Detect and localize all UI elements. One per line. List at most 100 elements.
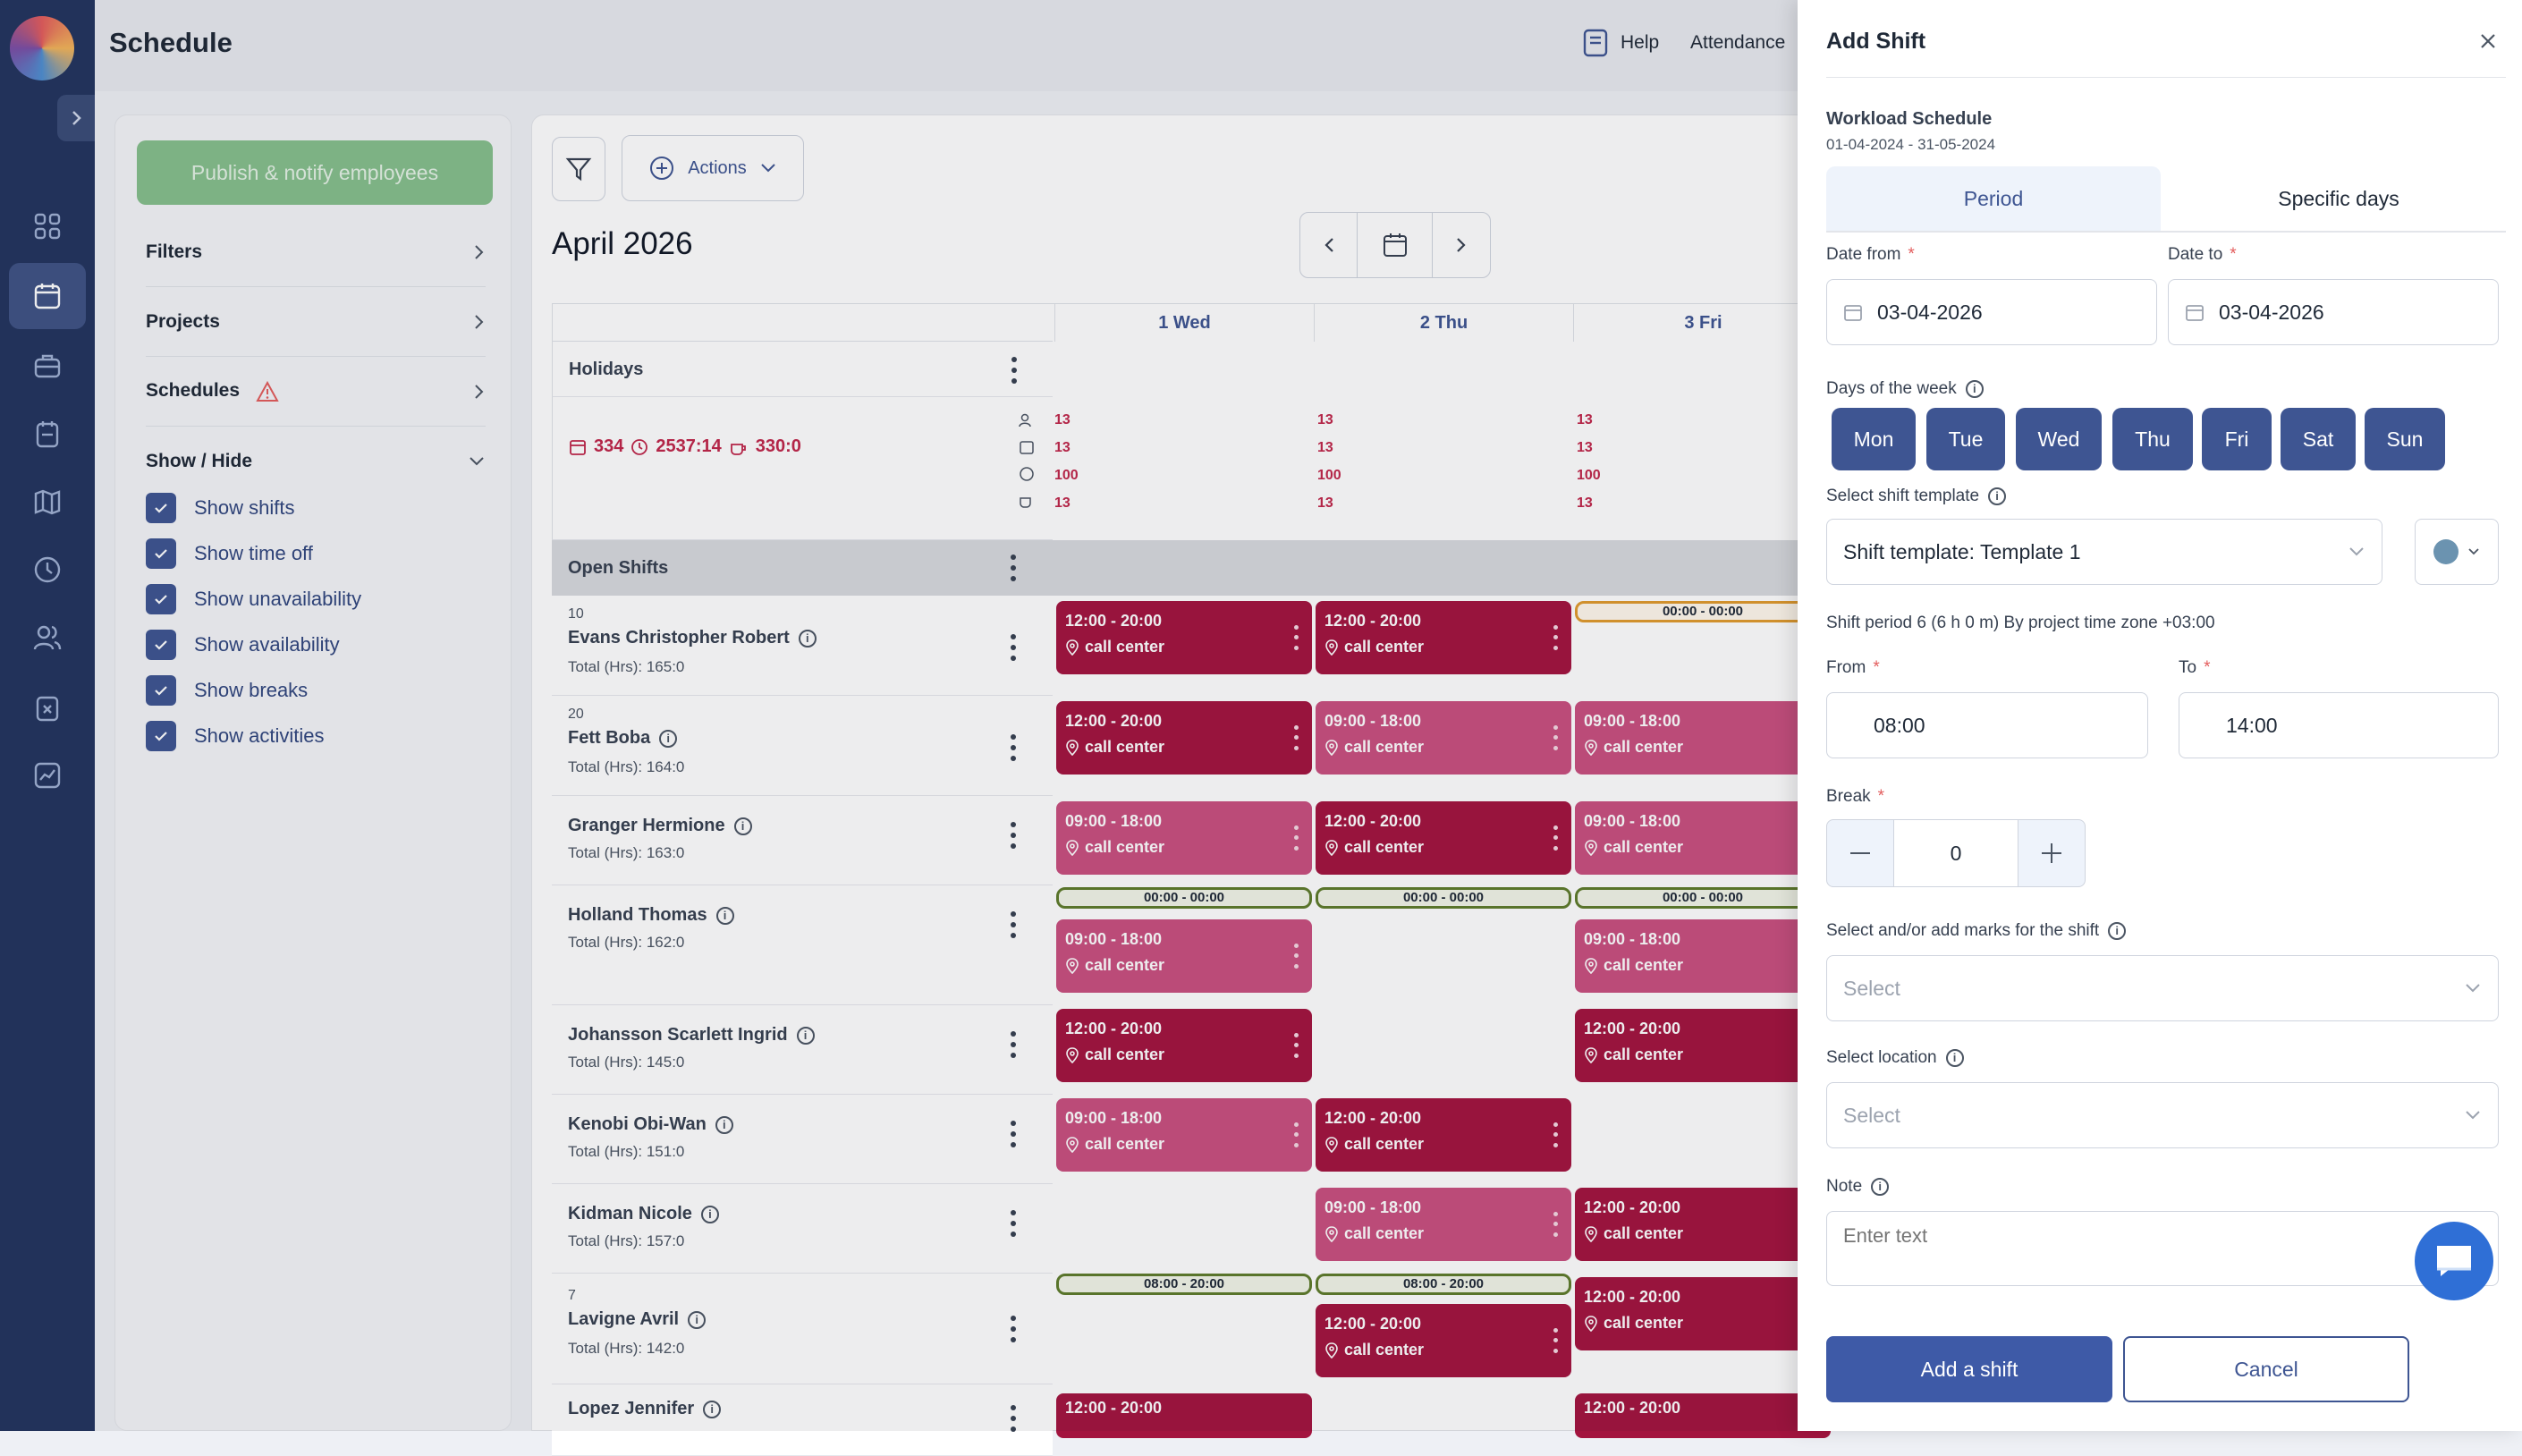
day-toggle-wed[interactable]: Wed [2016,408,2102,470]
date-to-input[interactable]: 03-04-2026 [2168,279,2499,345]
help-link[interactable]: Help [1583,29,1659,57]
nav-schedule[interactable] [9,263,86,329]
filters-section[interactable]: Filters [146,217,486,287]
show-breaks-checkbox[interactable]: Show breaks [146,675,308,706]
employee-row[interactable]: Holland Thomas i Total (Hrs): 162:0 [552,885,1053,1005]
shift-block[interactable]: 09:00 - 18:00 call center [1056,1098,1312,1172]
publish-button[interactable]: Publish & notify employees [137,140,493,205]
row-menu-button[interactable] [1005,354,1023,386]
shift-block[interactable]: 12:00 - 20:00 call center [1316,1304,1571,1377]
marks-select[interactable]: Select [1826,955,2499,1021]
nav-tasks[interactable] [9,401,86,467]
employee-row[interactable]: 7 Lavigne Avril i Total (Hrs): 142:0 [552,1274,1053,1384]
shift-block[interactable]: 09:00 - 18:00 call center [1575,919,1831,993]
row-menu-button[interactable] [1004,552,1022,584]
shift-block[interactable]: 09:00 - 18:00 call center [1575,701,1831,775]
day-toggle-tue[interactable]: Tue [1926,408,2005,470]
shift-template-select[interactable]: Shift template: Template 1 [1826,519,2382,585]
shift-block[interactable]: 09:00 - 18:00 call center [1316,701,1571,775]
calendar-picker-button[interactable] [1357,212,1434,278]
cancel-button[interactable]: Cancel [2123,1336,2409,1402]
shift-block[interactable]: 12:00 - 20:00 call center [1056,1009,1312,1082]
nav-absences[interactable] [9,674,86,741]
time-from-input[interactable]: 08:00 [1826,692,2148,758]
time-marker[interactable]: 08:00 - 20:00 [1316,1274,1571,1295]
chat-widget-button[interactable] [2415,1222,2493,1300]
day-header[interactable]: 2 Thu [1314,304,1573,342]
show-time-off-checkbox[interactable]: Show time off [146,538,313,569]
row-menu-button[interactable] [1004,1402,1022,1435]
close-icon[interactable] [2474,27,2502,55]
day-toggle-fri[interactable]: Fri [2202,408,2272,470]
shift-block[interactable]: 09:00 - 18:00 call center [1056,919,1312,993]
tab-specific-days[interactable]: Specific days [2278,186,2399,210]
projects-section[interactable]: Projects [146,287,486,357]
employee-row[interactable]: Granger Hermione i Total (Hrs): 163:0 [552,796,1053,885]
break-decrement-button[interactable] [1826,819,1894,887]
template-color-picker[interactable] [2415,519,2499,585]
clock-icon [1020,467,1034,481]
time-marker[interactable]: 00:00 - 00:00 [1056,887,1312,909]
time-marker[interactable]: 00:00 - 00:00 [1316,887,1571,909]
shift-block[interactable]: 12:00 - 20:00 call center [1316,1098,1571,1172]
day-toggle-sat[interactable]: Sat [2281,408,2356,470]
break-input[interactable]: 0 [1893,819,2018,887]
row-menu-button[interactable] [1004,1118,1022,1150]
next-period-button[interactable] [1432,212,1491,278]
row-menu-button[interactable] [1004,819,1022,851]
shift-block[interactable]: 09:00 - 18:00 call center [1316,1188,1571,1261]
time-marker[interactable]: 08:00 - 20:00 [1056,1274,1312,1295]
day-toggle-mon[interactable]: Mon [1832,408,1916,470]
filter-toggle-button[interactable] [552,137,605,201]
shift-block[interactable]: 12:00 - 20:00 call center [1316,601,1571,674]
nav-reports[interactable] [9,742,86,808]
time-marker[interactable]: 00:00 - 00:00 [1575,887,1831,909]
day-header[interactable]: 1 Wed [1054,304,1314,342]
expand-rail-button[interactable] [57,95,95,141]
shift-block[interactable]: 12:00 - 20:00 call center [1056,601,1312,674]
day-header[interactable]: 3 Fri [1573,304,1832,342]
nav-employees[interactable] [9,605,86,671]
show-activities-checkbox[interactable]: Show activities [146,721,325,751]
date-from-input[interactable]: 03-04-2026 [1826,279,2157,345]
show-shifts-checkbox[interactable]: Show shifts [146,493,295,523]
time-to-input[interactable]: 14:00 [2179,692,2499,758]
row-menu-button[interactable] [1004,732,1022,764]
employee-row[interactable]: Johansson Scarlett Ingrid i Total (Hrs): 1… [552,1005,1053,1095]
shift-block[interactable]: 12:00 - 20:00 call center [1575,1188,1831,1261]
location-select[interactable]: Select [1826,1082,2499,1148]
row-menu-button[interactable] [1004,1029,1022,1061]
app-logo[interactable] [10,16,74,80]
nav-map[interactable] [9,469,86,535]
row-menu-button[interactable] [1004,909,1022,941]
shift-block[interactable]: 12:00 - 20:00 call center [1316,801,1571,875]
modal-backdrop[interactable] [0,0,1798,1431]
day-toggle-thu[interactable]: Thu [2112,408,2193,470]
shift-block[interactable]: 09:00 - 18:00 call center [1575,801,1831,875]
add-shift-button[interactable]: Add a shift [1826,1336,2112,1402]
row-menu-button[interactable] [1004,1207,1022,1240]
shift-block[interactable]: 12:00 - 20:00 call center [1056,701,1312,775]
row-menu-button[interactable] [1004,631,1022,664]
nav-dashboard[interactable] [9,193,86,259]
nav-time[interactable] [9,537,86,603]
show-hide-section[interactable]: Show / Hide [146,427,486,496]
nav-projects[interactable] [9,333,86,399]
employee-row[interactable]: 20 Fett Boba i Total (Hrs): 164:0 [552,696,1053,796]
shift-block[interactable]: 12:00 - 20:00 call center [1575,1009,1831,1082]
shift-block[interactable]: 09:00 - 18:00 call center [1056,801,1312,875]
tab-period[interactable]: Period [1826,166,2161,231]
show-availability-checkbox[interactable]: Show availability [146,630,340,660]
attendance-link[interactable]: Attendance [1690,32,1786,53]
employee-row[interactable]: Kenobi Obi-Wan i Total (Hrs): 151:0 [552,1095,1053,1184]
employee-row[interactable]: 10 Evans Christopher Robert i Total (Hrs): … [552,596,1053,696]
schedules-section[interactable]: Schedules [146,357,486,427]
row-menu-button[interactable] [1004,1313,1022,1345]
day-toggle-sun[interactable]: Sun [2365,408,2445,470]
employee-row[interactable]: Kidman Nicole i Total (Hrs): 157:0 [552,1184,1053,1274]
actions-dropdown[interactable]: Actions [622,135,804,201]
break-increment-button[interactable] [2018,819,2086,887]
show-unavailability-checkbox[interactable]: Show unavailability [146,584,361,614]
note-textarea[interactable] [1826,1211,2499,1286]
shift-block[interactable]: 12:00 - 20:00 call center [1575,1277,1831,1350]
